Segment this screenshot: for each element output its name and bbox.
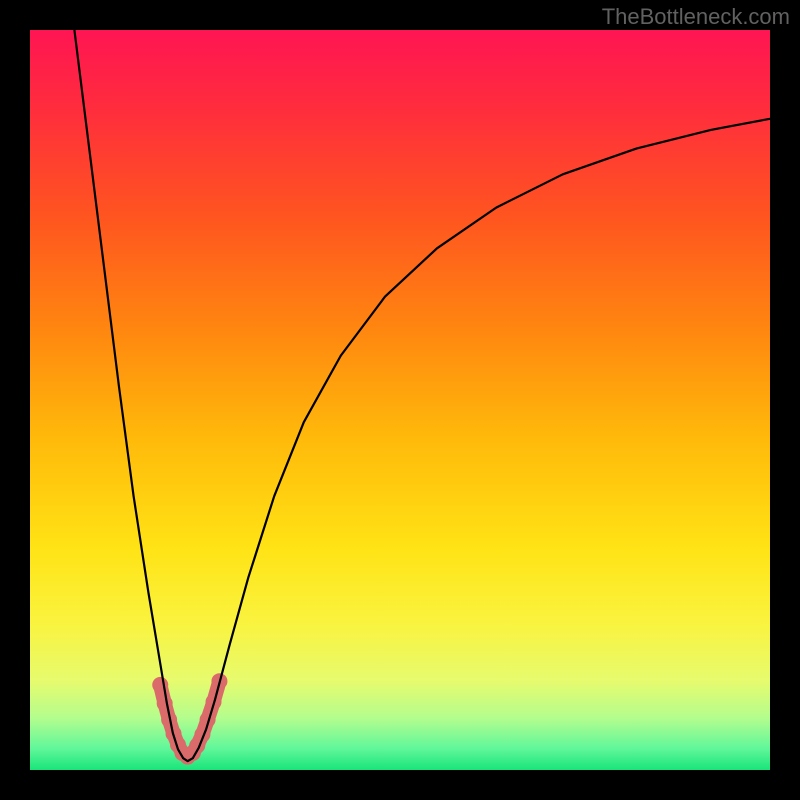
- bottleneck-chart: [0, 0, 800, 800]
- plot-background: [30, 30, 770, 770]
- chart-frame: TheBottleneck.com: [0, 0, 800, 800]
- source-watermark: TheBottleneck.com: [602, 4, 790, 30]
